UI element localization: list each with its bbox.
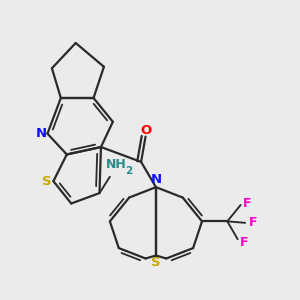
Text: O: O xyxy=(140,124,151,137)
Text: S: S xyxy=(151,256,161,269)
Text: F: F xyxy=(249,216,258,229)
Text: F: F xyxy=(243,197,251,210)
Text: 2: 2 xyxy=(125,166,132,176)
Text: N: N xyxy=(35,127,46,140)
Text: N: N xyxy=(150,173,161,186)
Text: NH: NH xyxy=(105,158,126,171)
Text: F: F xyxy=(240,236,248,249)
Text: S: S xyxy=(42,175,52,188)
